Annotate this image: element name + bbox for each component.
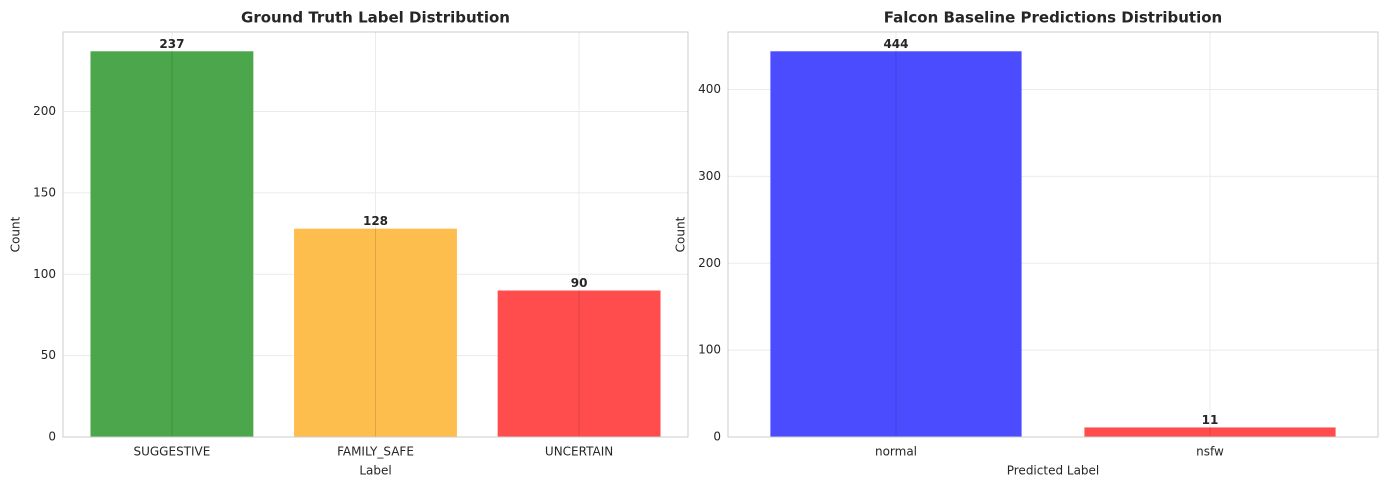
y-tick-label: 200 (698, 256, 721, 270)
y-tick-label: 200 (33, 104, 56, 118)
bar (294, 228, 457, 437)
chart-title: Ground Truth Label Distribution (241, 9, 510, 27)
plot-frame (727, 31, 1379, 438)
value-label: 444 (883, 37, 908, 51)
x-tick-label: FAMILY_SAFE (337, 445, 414, 459)
y-tick-label: 0 (48, 430, 56, 444)
value-label: 237 (159, 37, 184, 51)
y-axis-label: Count (9, 216, 23, 252)
y-tick-label: 50 (41, 348, 56, 362)
x-axis-label: Label (359, 464, 391, 478)
bar (770, 51, 1022, 438)
y-tick-label: 0 (713, 430, 721, 444)
value-label: 11 (1202, 413, 1219, 427)
y-tick-label: 150 (33, 185, 56, 199)
y-tick-label: 300 (698, 169, 721, 183)
x-tick-label: normal (875, 445, 917, 459)
bar (90, 51, 254, 438)
value-label: 128 (363, 214, 388, 228)
y-tick-label: 100 (698, 343, 721, 357)
x-axis-label: Predicted Label (1007, 464, 1100, 478)
value-label: 90 (571, 276, 588, 290)
y-tick-label: 100 (33, 267, 56, 281)
plot-frame (62, 31, 689, 438)
x-tick-label: nsfw (1196, 445, 1224, 459)
x-tick-label: SUGGESTIVE (133, 445, 210, 459)
y-axis-label: Count (674, 216, 688, 252)
x-tick-label: UNCERTAIN (545, 445, 613, 459)
bar (1084, 427, 1336, 437)
y-tick-label: 400 (698, 82, 721, 96)
chart-title: Falcon Baseline Predictions Distribution (884, 9, 1222, 27)
bar (497, 290, 661, 437)
